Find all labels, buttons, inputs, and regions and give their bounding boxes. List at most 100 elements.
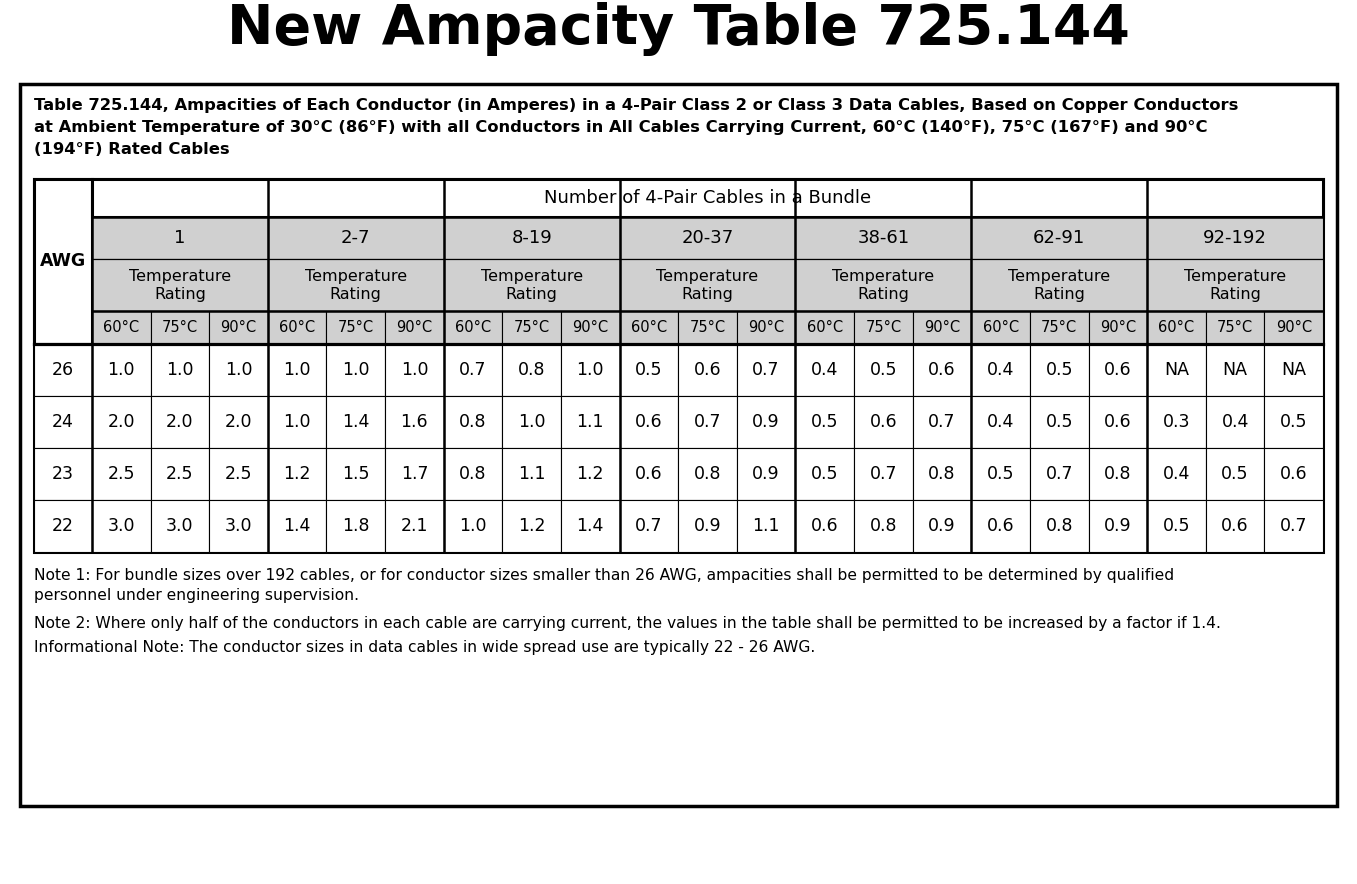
Text: 0.5: 0.5 [635, 361, 662, 379]
Bar [1147, 217, 1323, 259]
Text: 0.7: 0.7 [1280, 517, 1307, 535]
Text: NA: NA [1281, 361, 1307, 379]
Bar [385, 311, 444, 344]
Bar [678, 448, 737, 500]
Text: 20-37: 20-37 [681, 229, 734, 247]
Bar [620, 500, 678, 552]
Text: 1.8: 1.8 [342, 517, 369, 535]
Bar [1088, 311, 1147, 344]
Bar [678, 311, 737, 344]
Bar [1147, 448, 1206, 500]
Text: 0.6: 0.6 [870, 413, 897, 431]
Text: 2.1: 2.1 [400, 517, 429, 535]
Bar [385, 500, 444, 552]
Text: 2.0: 2.0 [225, 413, 252, 431]
Text: 0.4: 0.4 [811, 361, 839, 379]
Text: 0.8: 0.8 [693, 465, 722, 483]
Text: 1.5: 1.5 [342, 465, 369, 483]
Bar [92, 448, 151, 500]
Text: 62-91: 62-91 [1033, 229, 1086, 247]
Text: New Ampacity Table 725.144: New Ampacity Table 725.144 [227, 2, 1129, 56]
Text: 90°C: 90°C [1276, 320, 1312, 335]
Bar [267, 217, 444, 259]
Bar [34, 179, 92, 344]
Bar [444, 259, 620, 311]
Bar [620, 259, 795, 311]
Bar [1265, 311, 1323, 344]
Text: 60°C: 60°C [103, 320, 140, 335]
Bar [972, 448, 1030, 500]
Bar [1206, 311, 1265, 344]
Bar [854, 311, 913, 344]
Bar [385, 448, 444, 500]
Text: 0.5: 0.5 [870, 361, 897, 379]
Bar [444, 311, 502, 344]
Text: 1.4: 1.4 [284, 517, 311, 535]
Text: Informational Note: The conductor sizes in data cables in wide spread use are ty: Informational Note: The conductor sizes … [34, 640, 816, 655]
Text: 90°C: 90°C [748, 320, 784, 335]
Bar [34, 448, 92, 500]
Text: Table 725.144, Ampacities of Each Conductor (in Amperes) in a 4-Pair Class 2 or : Table 725.144, Ampacities of Each Conduc… [34, 98, 1239, 113]
Text: 1.6: 1.6 [400, 413, 429, 431]
Bar [560, 500, 620, 552]
Text: 0.5: 0.5 [1045, 361, 1073, 379]
Bar [1147, 396, 1206, 448]
Bar [678, 344, 737, 396]
Text: 0.7: 0.7 [635, 517, 662, 535]
Text: 1.2: 1.2 [518, 517, 546, 535]
Bar [620, 448, 678, 500]
Text: 0.7: 0.7 [928, 413, 955, 431]
Text: 75°C: 75°C [338, 320, 373, 335]
Bar [267, 311, 327, 344]
Bar [1030, 500, 1088, 552]
Bar [1147, 500, 1206, 552]
Text: NA: NA [1223, 361, 1247, 379]
Bar [502, 448, 560, 500]
Bar [560, 311, 620, 344]
Bar [267, 396, 327, 448]
Bar [151, 311, 209, 344]
Text: Temperature: Temperature [480, 270, 582, 285]
Text: 60°C: 60°C [982, 320, 1019, 335]
Text: 92-192: 92-192 [1204, 229, 1267, 247]
Text: 0.5: 0.5 [811, 465, 839, 483]
Text: 0.8: 0.8 [459, 465, 487, 483]
Bar [560, 344, 620, 396]
Bar [620, 311, 678, 344]
Text: Temperature: Temperature [305, 270, 407, 285]
Bar [34, 179, 1323, 552]
Bar [209, 396, 267, 448]
Text: 60°C: 60°C [280, 320, 315, 335]
Bar [913, 311, 972, 344]
Bar [92, 500, 151, 552]
Bar [795, 500, 854, 552]
Bar [267, 448, 327, 500]
Bar [913, 448, 972, 500]
Bar [1265, 448, 1323, 500]
Bar [1206, 448, 1265, 500]
Text: Temperature: Temperature [1185, 270, 1286, 285]
Bar [620, 344, 678, 396]
Bar [972, 311, 1030, 344]
Bar [92, 259, 267, 311]
Text: 23: 23 [52, 465, 75, 483]
Text: Note 2: Where only half of the conductors in each cable are carrying current, th: Note 2: Where only half of the conductor… [34, 616, 1221, 631]
Bar [1088, 500, 1147, 552]
Bar [151, 448, 209, 500]
Text: 38-61: 38-61 [858, 229, 909, 247]
Bar [1030, 344, 1088, 396]
Text: 0.6: 0.6 [693, 361, 722, 379]
Bar [502, 396, 560, 448]
Bar [1088, 396, 1147, 448]
Text: 1.0: 1.0 [107, 361, 136, 379]
Bar [92, 396, 151, 448]
Bar [972, 259, 1147, 311]
Text: 1.1: 1.1 [752, 517, 780, 535]
Text: 60°C: 60°C [806, 320, 843, 335]
Text: 0.6: 0.6 [1221, 517, 1248, 535]
Bar [92, 217, 267, 259]
Text: 1.2: 1.2 [577, 465, 604, 483]
Bar [92, 311, 151, 344]
Text: 0.7: 0.7 [870, 465, 897, 483]
Text: 1.4: 1.4 [342, 413, 369, 431]
